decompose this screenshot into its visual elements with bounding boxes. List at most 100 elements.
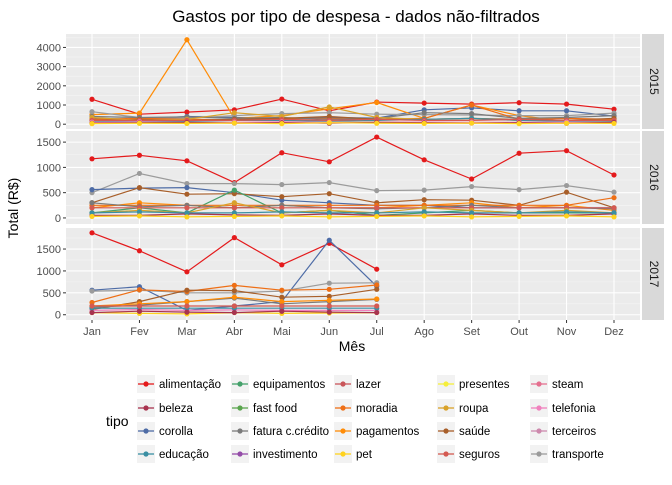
data-point [232, 214, 237, 219]
x-tick-label: Mai [273, 326, 291, 338]
legend-key-point [340, 451, 345, 456]
data-point [327, 303, 332, 308]
legend-item-saúde: saúde [437, 422, 490, 440]
legend-key-point [443, 381, 448, 386]
x-tick-label: Out [510, 326, 528, 338]
data-point [184, 303, 189, 308]
data-point [469, 120, 474, 125]
legend-key-point [237, 405, 242, 410]
data-point [327, 159, 332, 164]
data-point [327, 281, 332, 286]
data-point [137, 287, 142, 292]
legend-key-point [143, 451, 148, 456]
data-point [564, 148, 569, 153]
y-tick-label: 1000 [37, 100, 61, 112]
data-point [327, 120, 332, 125]
data-point [232, 288, 237, 293]
data-point [327, 104, 332, 109]
legend-item-telefonia: telefonia [530, 399, 596, 417]
legend-key-point [443, 405, 448, 410]
legend-item-fast food: fast food [231, 399, 297, 417]
data-point [564, 183, 569, 188]
data-point [89, 121, 94, 126]
data-point [374, 100, 379, 105]
legend-label: seguros [459, 449, 500, 461]
data-point [279, 262, 284, 267]
legend-label: fast food [253, 403, 297, 415]
panel-background [66, 131, 640, 224]
data-point [184, 37, 189, 42]
data-point [89, 156, 94, 161]
data-point [232, 200, 237, 205]
data-point [184, 158, 189, 163]
legend-key-point [536, 451, 541, 456]
data-point [611, 205, 616, 210]
legend-label: terceiros [552, 426, 596, 438]
data-point [89, 230, 94, 235]
legend-label: transporte [552, 449, 604, 461]
data-point [89, 187, 94, 192]
legend-key-point [443, 451, 448, 456]
y-axis-label: Total (R$) [5, 178, 21, 239]
y-tick-label: 1000 [37, 162, 61, 174]
data-point [422, 121, 427, 126]
data-point [374, 214, 379, 219]
data-point [374, 205, 379, 210]
data-point [279, 182, 284, 187]
data-point [232, 205, 237, 210]
data-point [564, 101, 569, 106]
legend-item-corolla: corolla [137, 422, 193, 440]
legend-item-alimentação: alimentação [137, 375, 221, 393]
data-point [374, 296, 379, 301]
data-point [516, 205, 521, 210]
legend-key-point [237, 428, 242, 433]
legend: alimentaçãobelezacorollaeducaçãoequipame… [137, 375, 604, 463]
data-point [327, 287, 332, 292]
legend-label: saúde [459, 426, 490, 438]
facet-label: 2016 [647, 164, 661, 191]
legend-label: steam [552, 379, 583, 391]
legend-label: corolla [159, 426, 193, 438]
data-point [89, 214, 94, 219]
data-point [564, 190, 569, 195]
data-point [422, 110, 427, 115]
data-point [469, 102, 474, 107]
legend-label: pet [356, 449, 373, 461]
data-point [422, 197, 427, 202]
data-point [516, 100, 521, 105]
x-tick-label: Jul [370, 326, 384, 338]
data-point [279, 121, 284, 126]
data-point [184, 288, 189, 293]
data-point [89, 288, 94, 293]
panels-layer: 0100020003000400020150500100015002016050… [37, 34, 664, 338]
legend-item-moradia: moradia [334, 399, 398, 417]
x-tick-label: Ago [414, 326, 434, 338]
data-point [89, 205, 94, 210]
data-point [232, 110, 237, 115]
data-point [137, 303, 142, 308]
data-point [137, 185, 142, 190]
legend-key-point [536, 405, 541, 410]
data-point [611, 121, 616, 126]
data-point [422, 157, 427, 162]
data-point [327, 214, 332, 219]
data-point [232, 283, 237, 288]
data-point [516, 121, 521, 126]
data-point [184, 269, 189, 274]
data-point [279, 96, 284, 101]
data-point [232, 181, 237, 186]
data-point [279, 309, 284, 314]
legend-item-steam: steam [530, 375, 583, 393]
data-point [422, 213, 427, 218]
x-tick-label: Nov [557, 326, 577, 338]
legend-key-point [340, 428, 345, 433]
y-tick-label: 1500 [37, 137, 61, 149]
data-point [137, 171, 142, 176]
data-point [89, 200, 94, 205]
data-point [374, 310, 379, 315]
x-axis-label: Mês [339, 338, 365, 354]
x-tick-label: Jun [320, 326, 338, 338]
x-tick-label: Set [463, 326, 480, 338]
facet-label: 2017 [647, 261, 661, 288]
